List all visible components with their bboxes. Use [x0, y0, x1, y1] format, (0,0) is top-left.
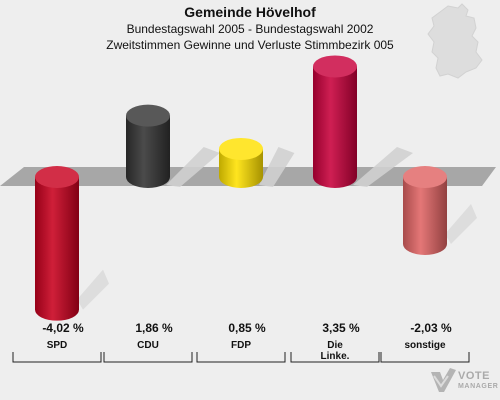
value-label: 3,35 % [322, 321, 360, 335]
bar-top-cap [313, 55, 357, 78]
bar-top-cap [126, 104, 170, 127]
bar-top-cap [403, 166, 447, 188]
value-label: -2,03 % [410, 321, 452, 335]
chart-title: Gemeinde Hövelhof [184, 4, 316, 20]
value-label: -4,02 % [42, 321, 84, 335]
category-bracket [103, 352, 193, 363]
bar-spd [35, 177, 79, 321]
category-label: FDP [231, 340, 251, 351]
labels-group: -4,02 % SPD 1,86 % CDU 0,85 % FDP 3,35 % DieLin… [12, 321, 470, 363]
bar-shadow [259, 147, 295, 187]
category-label: Die [327, 340, 343, 351]
bar-top-cap [35, 166, 79, 188]
value-label: 0,85 % [228, 321, 266, 335]
bar-shadows [77, 147, 477, 310]
chart-subtitle-district: Zweitstimmen Gewinne und Verluste Stimmb… [106, 38, 394, 52]
category-label: Linke. [321, 351, 350, 362]
bar-fdp [219, 148, 263, 188]
logo-text-vote: VOTE [458, 370, 490, 382]
bars-group [35, 55, 447, 321]
value-label: 1,86 % [135, 321, 173, 335]
category-label: SPD [47, 340, 68, 351]
bar-sonstige [403, 177, 447, 255]
bar-shadow [77, 269, 109, 310]
category-label: sonstige [404, 340, 446, 351]
germany-map-icon [427, 3, 483, 79]
chart-subtitle-elections: Bundestagswahl 2005 - Bundestagswahl 200… [126, 22, 374, 36]
logo-text-manager: MANAGER [458, 383, 499, 390]
category-label: CDU [137, 340, 159, 351]
bar-shadow [353, 147, 413, 187]
bar-dielinke [313, 66, 357, 188]
vote-manager-logo-icon [431, 368, 456, 392]
category-bracket [380, 352, 470, 363]
category-bracket [196, 352, 286, 363]
category-bracket [12, 352, 102, 363]
category-bracket [290, 352, 380, 363]
bar-cdu [126, 115, 170, 188]
bar-shadow [445, 203, 477, 244]
bar-top-cap [219, 137, 263, 160]
bar-shadow [166, 147, 220, 187]
